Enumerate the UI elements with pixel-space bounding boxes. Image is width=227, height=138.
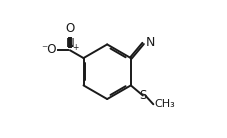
Text: N: N <box>65 37 74 50</box>
Text: +: + <box>72 43 78 52</box>
Text: N: N <box>146 36 155 49</box>
Text: O: O <box>65 22 74 35</box>
Text: CH₃: CH₃ <box>153 99 174 109</box>
Text: S: S <box>138 89 146 102</box>
Text: ⁻O: ⁻O <box>41 43 56 56</box>
